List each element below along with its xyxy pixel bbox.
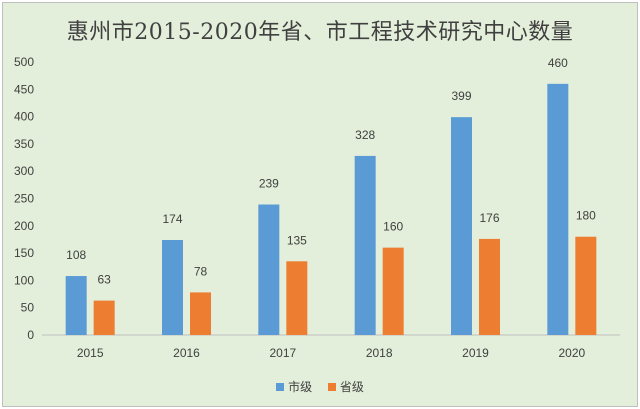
- data-label: 160: [383, 220, 403, 234]
- y-tick-label: 400: [14, 110, 34, 124]
- x-tick-label: 2020: [558, 346, 585, 360]
- data-label: 239: [259, 177, 279, 191]
- x-tick-label: 2019: [462, 346, 489, 360]
- bar-city-2019: [451, 117, 472, 335]
- y-tick-label: 250: [14, 192, 34, 206]
- data-label: 63: [97, 273, 111, 287]
- bar-province-2015: [93, 300, 115, 335]
- data-label: 399: [451, 89, 471, 103]
- data-label: 108: [66, 248, 86, 262]
- data-label: 176: [479, 211, 499, 225]
- y-tick-label: 0: [27, 328, 34, 342]
- chart-title: 惠州市2015-2020年省、市工程技术研究中心数量: [66, 20, 574, 45]
- y-tick-label: 100: [14, 273, 34, 287]
- y-tick-label: 300: [14, 164, 34, 178]
- data-label: 460: [548, 56, 568, 70]
- bar-city-2020: [547, 83, 569, 335]
- y-tick-label: 50: [21, 301, 35, 315]
- data-label: 180: [576, 209, 596, 223]
- bar-city-2017: [258, 204, 280, 335]
- legend: 市级 省级: [0, 378, 640, 395]
- bar-province-2020: [575, 236, 597, 335]
- bar-city-2015: [65, 276, 87, 335]
- legend-swatch-province: [327, 382, 336, 391]
- data-label: 135: [287, 233, 307, 247]
- x-tick-label: 2016: [173, 346, 200, 360]
- y-tick-label: 150: [14, 246, 34, 260]
- legend-item-province: 省级: [327, 378, 364, 395]
- legend-item-city: 市级: [276, 378, 312, 395]
- x-tick-label: 2017: [269, 346, 296, 360]
- y-tick-label: 500: [14, 55, 34, 69]
- data-label: 78: [194, 264, 208, 278]
- y-tick-label: 450: [14, 82, 34, 96]
- bar-province-2017: [286, 261, 308, 335]
- legend-label-province: 省级: [339, 380, 364, 394]
- bar-city-2018: [354, 155, 376, 335]
- legend-swatch-city: [276, 382, 285, 391]
- bar-city-2016: [162, 239, 183, 335]
- data-label: 328: [355, 128, 375, 142]
- bar-province-2016: [190, 292, 211, 335]
- y-tick-label: 200: [14, 219, 34, 233]
- bar-province-2018: [382, 247, 404, 335]
- y-tick-label: 350: [14, 137, 34, 151]
- x-tick-label: 2015: [77, 346, 104, 360]
- x-tick-label: 2018: [366, 346, 393, 360]
- bar-province-2019: [479, 238, 500, 335]
- legend-label-city: 市级: [288, 380, 313, 394]
- data-label: 174: [162, 212, 182, 226]
